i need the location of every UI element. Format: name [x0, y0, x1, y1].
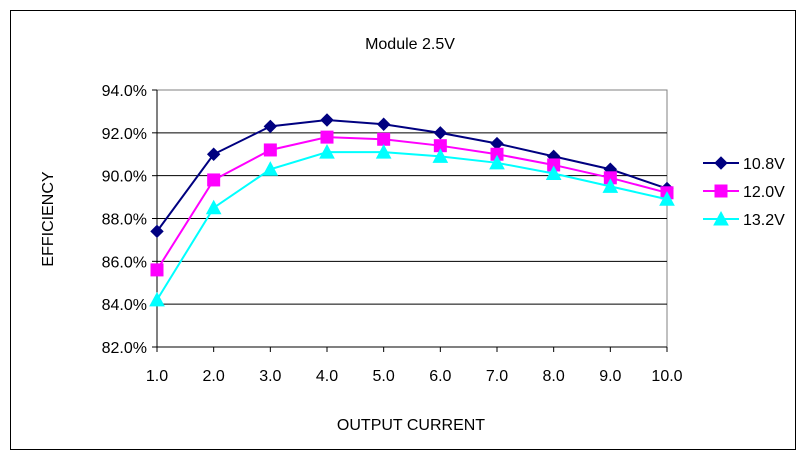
data-point-132v — [149, 291, 165, 307]
data-point-108v — [376, 117, 391, 131]
data-point-132v — [262, 161, 279, 176]
data-point-120v — [207, 173, 221, 187]
data-point-132v — [319, 144, 335, 159]
series-line-120v — [156, 136, 668, 271]
legend-marker-132v — [713, 210, 729, 226]
y-tick-label: 82.0% — [102, 340, 147, 357]
data-point-132v — [602, 178, 619, 193]
series-line-132v — [156, 151, 668, 301]
data-point-132v — [205, 199, 222, 215]
x-tick-label: 10.0 — [651, 368, 682, 385]
y-tick-label: 94.0% — [102, 83, 147, 100]
y-tick-label: 90.0% — [102, 169, 147, 186]
data-point-132v — [489, 154, 505, 170]
data-point-108v — [320, 113, 334, 127]
x-tick-label: 7.0 — [486, 368, 508, 385]
legend: 10.8V 12.0V 13.2V — [703, 156, 785, 229]
y-tick-label: 84.0% — [102, 297, 147, 314]
data-point-132v — [545, 165, 562, 181]
legend-marker-108v — [714, 156, 728, 170]
legend-marker-120v — [714, 184, 728, 198]
plot-area-group: 82.0% 84.0% 86.0% 88.0% 90.0% 92.0% 94.0% 1.0 2.… — [102, 83, 683, 385]
data-point-108v — [206, 147, 221, 161]
data-point-132v — [659, 191, 675, 206]
legend-label-108v: 10.8V — [743, 156, 785, 173]
y-axis-label: EFFICIENCY — [40, 171, 57, 266]
data-point-108v — [433, 126, 448, 140]
data-point-120v — [377, 132, 391, 146]
x-tick-label: 4.0 — [316, 368, 338, 385]
data-point-132v — [375, 144, 392, 159]
x-tick-label: 8.0 — [543, 368, 565, 385]
legend-label-120v: 12.0V — [743, 184, 785, 201]
data-point-120v — [320, 130, 334, 144]
chart-title: Module 2.5V — [365, 36, 455, 53]
x-tick-label: 2.0 — [203, 368, 225, 385]
x-axis-label: OUTPUT CURRENT — [337, 417, 485, 434]
x-tick-label: 6.0 — [429, 368, 451, 385]
data-point-120v — [150, 263, 164, 277]
data-point-132v — [432, 148, 449, 163]
y-tick-label: 86.0% — [102, 254, 147, 271]
x-tick-label: 1.0 — [146, 368, 168, 385]
x-tick-label: 5.0 — [373, 368, 395, 385]
x-tick-label: 3.0 — [259, 368, 281, 385]
y-tick-label: 88.0% — [102, 212, 147, 229]
legend-label-132v: 13.2V — [743, 212, 785, 229]
y-tick-label: 92.0% — [102, 126, 147, 143]
data-point-108v — [150, 224, 164, 239]
data-point-108v — [263, 119, 278, 134]
x-tick-label: 9.0 — [599, 368, 621, 385]
data-point-120v — [263, 143, 277, 157]
series-line-108v — [156, 118, 668, 232]
